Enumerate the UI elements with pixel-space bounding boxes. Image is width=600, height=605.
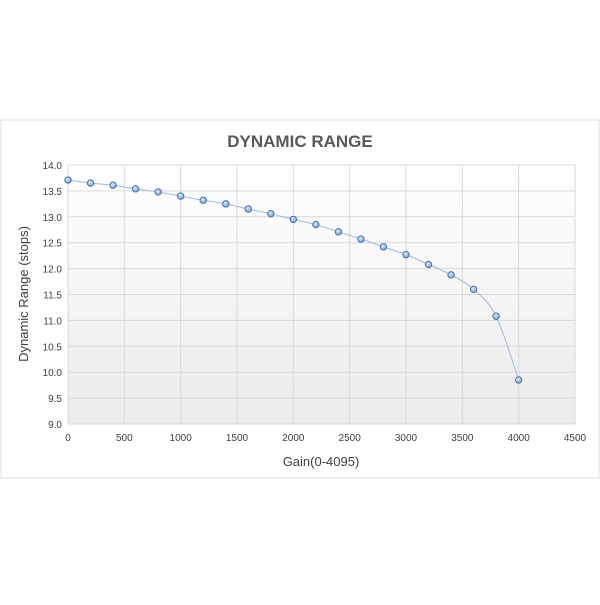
data-point [199, 196, 207, 204]
data-point [312, 220, 320, 229]
x-tick-label: 3000 [395, 433, 418, 444]
y-tick-label: 11.0 [43, 316, 62, 327]
x-tick-label: 1000 [170, 433, 193, 444]
x-tick-label: 1500 [226, 433, 249, 444]
y-tick-label: 11.5 [43, 291, 62, 302]
tick-labels: 9.0 9.5 10.0 10.5 11.0 11.5 12.0 12.5 13.0 13.5 14… [43, 161, 587, 444]
y-axis-label: Dynamic Range (stops) [16, 226, 31, 362]
data-point [267, 209, 275, 218]
x-tick-label: 500 [116, 433, 133, 444]
y-tick-label: 10.5 [43, 342, 63, 353]
data-point [447, 271, 455, 279]
x-axis-label: Gain(0-4095) [283, 454, 360, 469]
y-tick-label: 9.5 [48, 394, 62, 405]
data-point [109, 181, 117, 189]
data-point [244, 205, 252, 213]
y-tick-label: 14.0 [43, 161, 63, 172]
gridlines [67, 164, 576, 425]
data-point [402, 250, 410, 259]
x-tick-label: 0 [65, 433, 71, 444]
data-point [154, 188, 162, 196]
x-tick-label: 4500 [564, 433, 587, 444]
x-tick-label: 4000 [508, 433, 531, 444]
y-tick-label: 13.0 [43, 213, 63, 224]
y-tick-label: 12.0 [43, 265, 63, 276]
x-tick-label: 2000 [282, 433, 305, 444]
data-markers [64, 176, 523, 384]
y-tick-label: 9.0 [48, 420, 62, 431]
data-point [86, 179, 95, 187]
data-point [176, 192, 185, 200]
data-point [357, 235, 365, 243]
data-point [514, 376, 523, 384]
data-point [334, 228, 343, 236]
y-tick-label: 13.5 [43, 187, 63, 198]
data-point [289, 215, 298, 224]
data-point [222, 200, 230, 208]
data-point [64, 176, 72, 184]
data-point [131, 185, 140, 193]
data-point [424, 260, 433, 269]
data-point [379, 243, 388, 251]
y-tick-label: 12.5 [43, 239, 63, 250]
x-tick-label: 3500 [451, 433, 474, 444]
y-tick-label: 10.0 [43, 368, 63, 379]
data-point [469, 285, 478, 294]
chart-title: DYNAMIC RANGE [227, 132, 372, 151]
x-tick-label: 2500 [339, 433, 362, 444]
data-point [492, 312, 500, 320]
